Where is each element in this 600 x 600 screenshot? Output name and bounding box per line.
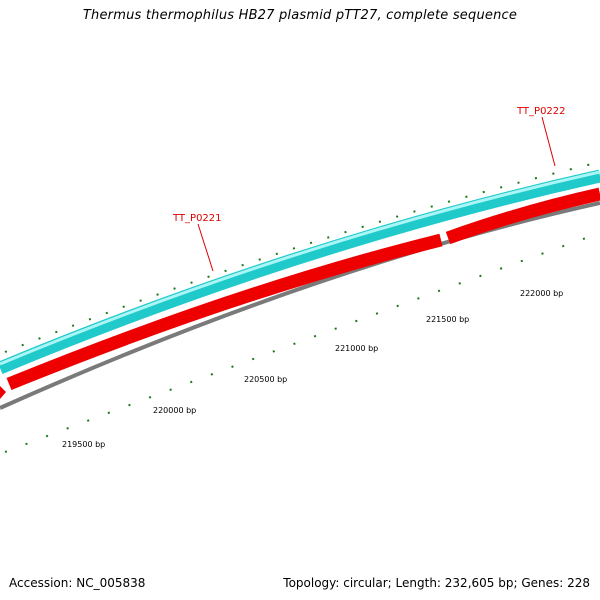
gene-leader-line [541, 116, 556, 167]
topology-summary: Topology: circular; Length: 232,605 bp; … [283, 576, 590, 590]
gene-label: TT_P0222 [516, 106, 566, 117]
gene-label-tt-p0222[interactable]: TT_P0222 [516, 106, 566, 167]
reverse-gene-arrow[interactable] [6, 233, 443, 391]
bp-label: 222000 bp [520, 289, 563, 298]
forward-strand-track [0, 169, 600, 375]
forward-gene-highlight [0, 170, 600, 366]
accession-text: Accession: NC_005838 [9, 576, 146, 590]
gene-leader-line [197, 223, 214, 272]
bp-label: 220000 bp [153, 406, 196, 415]
bp-label: 219500 bp [62, 440, 105, 449]
bp-label: 221500 bp [426, 315, 469, 324]
gene-label: TT_P0221 [172, 213, 222, 224]
reverse-strand-track [0, 187, 600, 399]
reverse-gene-arrow[interactable] [0, 386, 6, 399]
bp-labels: 219500 bp 220000 bp 220500 bp 221000 bp … [62, 289, 563, 449]
bp-label: 221000 bp [335, 344, 378, 353]
backbone-line [0, 201, 600, 410]
map-title: Thermus thermophilus HB27 plasmid pTT27,… [82, 8, 518, 23]
inner-tick-track [4, 232, 600, 453]
bp-label: 220500 bp [244, 375, 287, 384]
forward-gene-arrow[interactable] [0, 169, 600, 375]
reverse-gene-arrow[interactable] [445, 187, 600, 245]
gene-label-tt-p0221[interactable]: TT_P0221 [172, 213, 222, 272]
